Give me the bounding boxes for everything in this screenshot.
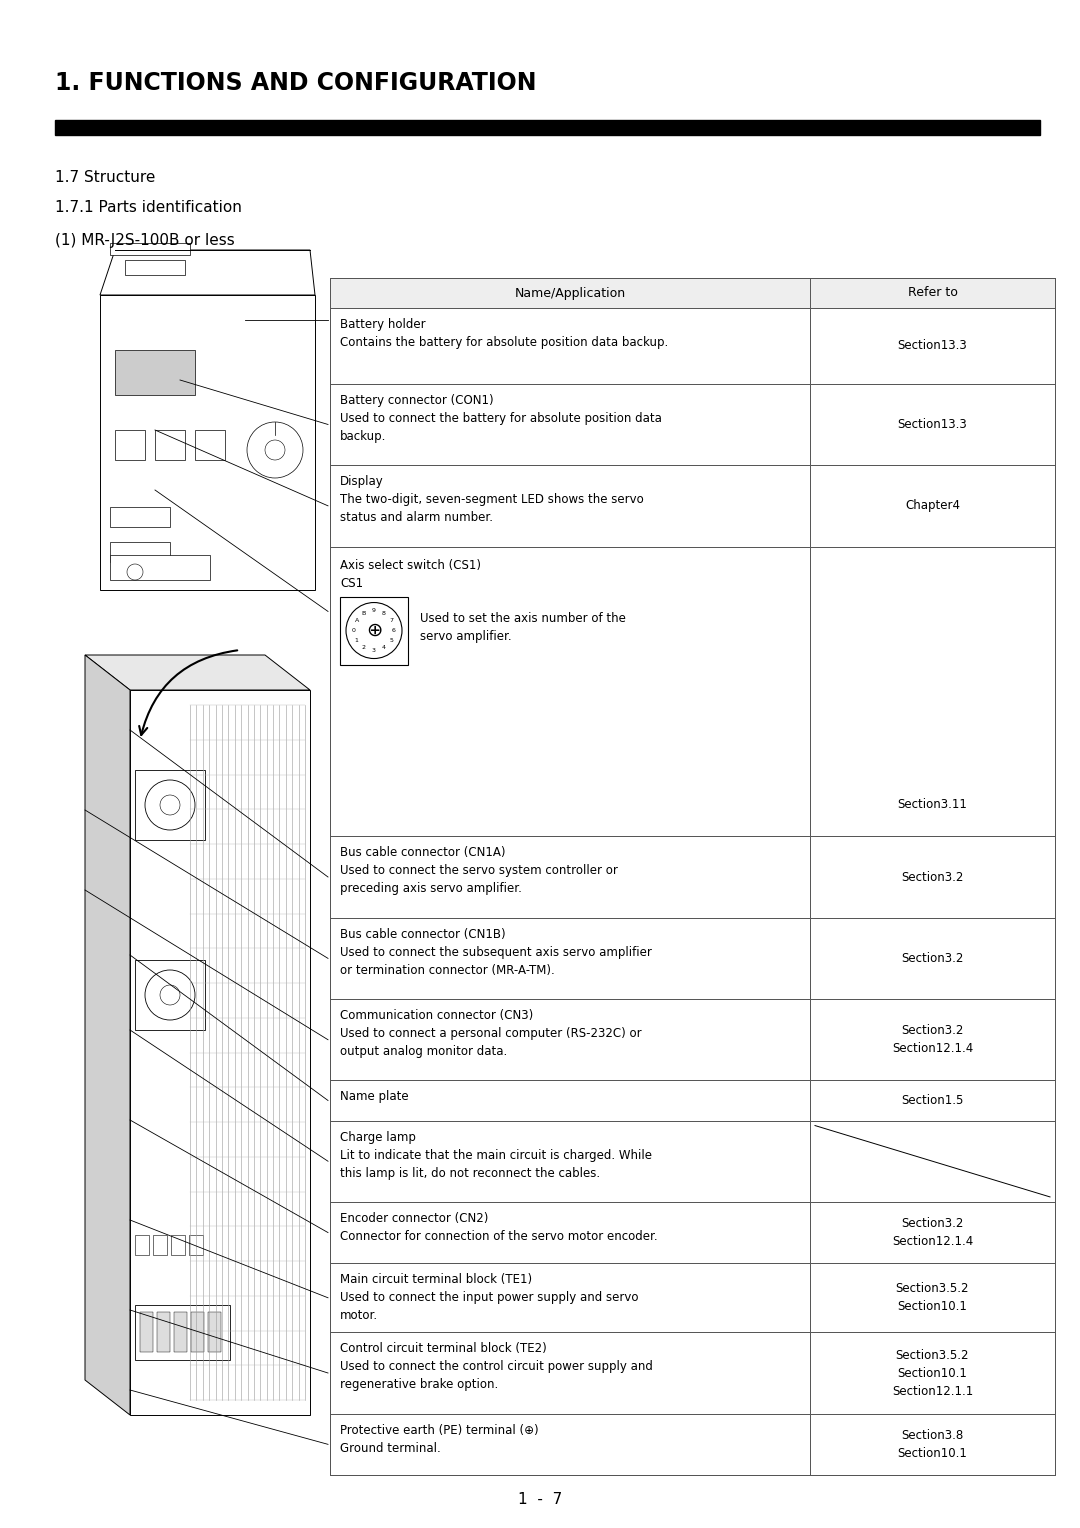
Circle shape <box>265 440 285 460</box>
Bar <box>100 295 315 590</box>
Text: Control circuit terminal block (TE2)
Used to connect the control circuit power s: Control circuit terminal block (TE2) Use… <box>340 1342 653 1392</box>
Bar <box>810 547 1055 836</box>
Text: Section1.5: Section1.5 <box>902 1094 963 1106</box>
Text: A: A <box>354 617 359 623</box>
Bar <box>195 429 225 460</box>
Bar <box>330 1332 810 1413</box>
Bar <box>110 507 170 527</box>
Text: ⊕: ⊕ <box>366 620 382 640</box>
Bar <box>330 1120 810 1203</box>
Bar <box>810 1203 1055 1264</box>
Text: Section3.2: Section3.2 <box>902 871 963 883</box>
Text: 1: 1 <box>354 639 359 643</box>
Circle shape <box>145 779 195 830</box>
Circle shape <box>127 564 143 581</box>
Bar <box>330 384 810 465</box>
Text: 1  -  7: 1 - 7 <box>518 1493 562 1508</box>
Text: Battery connector (CON1)
Used to connect the battery for absolute position data
: Battery connector (CON1) Used to connect… <box>340 394 662 443</box>
Bar <box>810 1332 1055 1413</box>
Text: 8: 8 <box>382 611 386 616</box>
Bar <box>135 770 205 840</box>
Polygon shape <box>100 251 315 295</box>
Text: 2: 2 <box>362 645 366 651</box>
Bar <box>330 309 810 384</box>
Bar <box>156 429 185 460</box>
Bar <box>810 465 1055 547</box>
Bar <box>810 1120 1055 1203</box>
Bar <box>208 1313 221 1352</box>
Bar <box>110 542 170 562</box>
Text: 0: 0 <box>352 628 356 633</box>
Bar <box>330 278 1055 309</box>
Text: Section13.3: Section13.3 <box>897 339 968 353</box>
Text: Name/Application: Name/Application <box>514 287 625 299</box>
Bar <box>330 1413 810 1475</box>
Bar <box>810 309 1055 384</box>
Text: 5: 5 <box>390 639 393 643</box>
Bar <box>55 121 1040 134</box>
Text: Encoder connector (CN2)
Connector for connection of the servo motor encoder.: Encoder connector (CN2) Connector for co… <box>340 1212 658 1242</box>
Circle shape <box>247 422 303 478</box>
Bar <box>140 1313 153 1352</box>
Circle shape <box>160 795 180 814</box>
Bar <box>153 1235 167 1254</box>
Text: Section3.5.2
Section10.1
Section12.1.1: Section3.5.2 Section10.1 Section12.1.1 <box>892 1349 973 1398</box>
Circle shape <box>346 602 402 659</box>
Bar <box>191 1313 204 1352</box>
Bar <box>810 918 1055 999</box>
Polygon shape <box>85 656 310 691</box>
Text: 3: 3 <box>372 648 376 652</box>
Bar <box>125 260 185 275</box>
Bar <box>114 350 195 396</box>
Text: 1. FUNCTIONS AND CONFIGURATION: 1. FUNCTIONS AND CONFIGURATION <box>55 70 537 95</box>
Bar <box>810 384 1055 465</box>
Text: Display
The two-digit, seven-segment LED shows the servo
status and alarm number: Display The two-digit, seven-segment LED… <box>340 475 644 524</box>
Bar <box>330 1080 810 1120</box>
Text: Communication connector (CN3)
Used to connect a personal computer (RS-232C) or
o: Communication connector (CN3) Used to co… <box>340 1008 642 1057</box>
Text: Refer to: Refer to <box>907 287 958 299</box>
Text: Section3.8
Section10.1: Section3.8 Section10.1 <box>897 1429 968 1459</box>
Text: Section3.2
Section12.1.4: Section3.2 Section12.1.4 <box>892 1218 973 1248</box>
Bar <box>330 278 1055 1475</box>
Text: 1.7 Structure: 1.7 Structure <box>55 170 156 185</box>
Text: Battery holder
Contains the battery for absolute position data backup.: Battery holder Contains the battery for … <box>340 318 669 348</box>
Text: Charge lamp
Lit to indicate that the main circuit is charged. While
this lamp is: Charge lamp Lit to indicate that the mai… <box>340 1131 652 1180</box>
Polygon shape <box>85 656 130 1415</box>
Bar <box>330 465 810 547</box>
Text: Section3.2
Section12.1.4: Section3.2 Section12.1.4 <box>892 1024 973 1056</box>
Text: B: B <box>362 611 366 616</box>
Text: Section13.3: Section13.3 <box>897 419 968 431</box>
Bar <box>340 596 408 665</box>
Bar <box>330 1264 810 1332</box>
Text: Bus cable connector (CN1A)
Used to connect the servo system controller or
preced: Bus cable connector (CN1A) Used to conne… <box>340 847 618 895</box>
Bar <box>174 1313 187 1352</box>
Circle shape <box>145 970 195 1021</box>
Text: 1.7.1 Parts identification: 1.7.1 Parts identification <box>55 200 242 215</box>
Text: (1) MR-J2S-100B or less: (1) MR-J2S-100B or less <box>55 232 234 248</box>
Bar <box>110 555 210 581</box>
Bar <box>810 1080 1055 1120</box>
Bar <box>330 836 810 918</box>
Text: Section3.5.2
Section10.1: Section3.5.2 Section10.1 <box>895 1282 969 1313</box>
Bar <box>810 278 1055 309</box>
Bar <box>810 1413 1055 1475</box>
Bar <box>157 1313 170 1352</box>
Bar <box>135 1235 149 1254</box>
Text: 4: 4 <box>382 645 386 651</box>
Circle shape <box>160 986 180 1005</box>
Text: Used to set the axis number of the
servo amplifier.: Used to set the axis number of the servo… <box>420 611 626 643</box>
Bar <box>130 691 310 1415</box>
Text: Section3.2: Section3.2 <box>902 952 963 964</box>
Bar <box>810 836 1055 918</box>
Bar <box>330 547 810 836</box>
Bar <box>810 999 1055 1080</box>
Text: Bus cable connector (CN1B)
Used to connect the subsequent axis servo amplifier
o: Bus cable connector (CN1B) Used to conne… <box>340 927 652 976</box>
Text: Name plate: Name plate <box>340 1091 408 1103</box>
Text: Axis select switch (CS1): Axis select switch (CS1) <box>340 559 481 571</box>
Text: Section3.11: Section3.11 <box>897 798 968 811</box>
Bar <box>330 999 810 1080</box>
Bar <box>171 1235 185 1254</box>
Bar <box>110 243 190 255</box>
Text: Chapter4: Chapter4 <box>905 500 960 512</box>
Bar <box>135 1305 230 1360</box>
